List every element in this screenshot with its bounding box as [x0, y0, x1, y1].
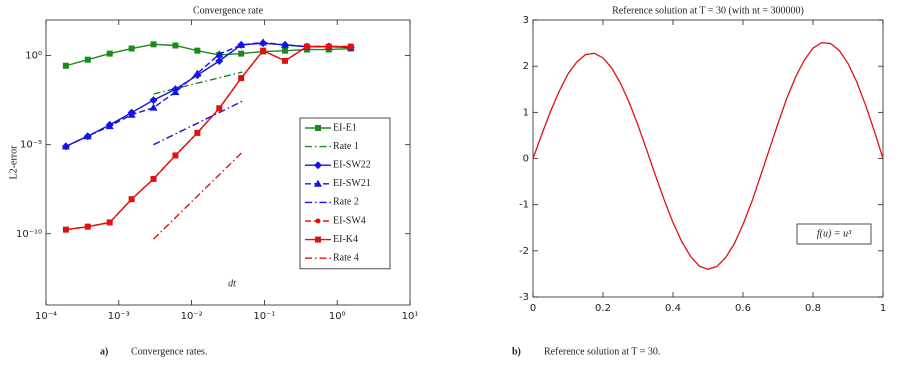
x-axis-label: dt — [228, 278, 236, 289]
x-tick-label: 10⁻² — [181, 311, 203, 322]
x-tick-label: 0 — [530, 303, 536, 314]
marker — [282, 47, 289, 54]
chart-title: Reference solution at T = 30 (with nt = … — [612, 5, 804, 16]
plot-area — [532, 19, 884, 298]
marker — [347, 43, 354, 50]
marker — [215, 50, 224, 58]
x-tick-label: 10⁻⁴ — [35, 311, 57, 322]
legend-label: Rate 2 — [333, 197, 359, 208]
marker — [325, 43, 332, 50]
x-tick-label: 10⁰ — [329, 311, 346, 322]
marker — [282, 57, 289, 64]
marker — [314, 179, 322, 187]
marker — [238, 75, 245, 82]
marker — [259, 38, 268, 46]
legend-label: Rate 1 — [333, 141, 359, 152]
marker — [216, 105, 223, 112]
y-tick-label: 0 — [523, 154, 529, 165]
series-line — [65, 41, 351, 148]
marker — [84, 56, 91, 63]
caption: Reference solution at T = 30. — [544, 346, 660, 357]
marker — [150, 41, 157, 48]
marker — [193, 69, 202, 77]
marker — [215, 56, 224, 65]
legend-label: Rate 4 — [333, 252, 359, 263]
marker — [238, 50, 245, 57]
marker — [83, 132, 92, 140]
y-tick-label: -3 — [519, 292, 529, 303]
marker — [315, 218, 321, 224]
marker — [172, 42, 179, 49]
y-tick-label: 10⁰ — [25, 51, 42, 62]
y-tick-label: 1 — [523, 107, 529, 118]
marker — [303, 43, 310, 50]
y-tick-label: 10⁻⁵ — [20, 140, 42, 151]
x-tick-label: 0.2 — [595, 303, 611, 314]
series-line — [153, 151, 243, 240]
marker — [194, 129, 201, 136]
marker — [62, 226, 69, 233]
marker — [106, 50, 113, 57]
marker — [315, 125, 321, 131]
marker — [194, 47, 201, 54]
x-tick-label: 10⁻¹ — [253, 311, 275, 322]
legend-label: EI-SW22 — [333, 159, 371, 170]
annotation: f(u) = u³ — [817, 228, 852, 239]
series-line — [153, 100, 243, 146]
marker — [84, 223, 91, 230]
marker — [315, 236, 321, 243]
marker — [314, 161, 322, 170]
marker — [105, 122, 114, 130]
y-axis-label: L2-error — [8, 145, 19, 180]
annotation-box — [796, 223, 872, 245]
marker — [106, 219, 113, 226]
series-line — [532, 41, 884, 270]
marker — [150, 175, 157, 182]
marker — [171, 88, 180, 96]
series-line — [153, 71, 243, 95]
x-tick-label: 0.8 — [805, 303, 821, 314]
marker — [127, 110, 136, 118]
marker — [281, 40, 290, 48]
legend-label: EI-K4 — [333, 234, 358, 245]
y-tick-label: 10⁻¹⁰ — [16, 229, 42, 240]
y-tick-label: -1 — [519, 200, 529, 211]
marker — [149, 96, 158, 105]
legend-box — [299, 117, 391, 270]
caption-label: a) — [100, 346, 108, 357]
y-tick-label: 3 — [523, 15, 529, 26]
x-tick-label: 10¹ — [402, 311, 419, 322]
caption-label: b) — [512, 346, 521, 357]
marker — [237, 40, 246, 48]
series-line — [65, 45, 351, 231]
legend-label: EI-SW21 — [333, 178, 371, 189]
marker — [62, 62, 69, 69]
legend-label: EI-SW4 — [333, 215, 366, 226]
marker — [172, 152, 179, 159]
marker — [61, 142, 70, 150]
marker — [128, 45, 135, 52]
x-tick-label: 1 — [880, 303, 886, 314]
marker — [128, 196, 135, 203]
y-tick-label: 2 — [523, 61, 529, 72]
x-tick-label: 0.6 — [735, 303, 751, 314]
marker — [260, 47, 267, 54]
caption: Convergence rates. — [131, 346, 207, 357]
marker — [149, 103, 158, 111]
y-tick-label: -2 — [519, 246, 529, 257]
chart-title: Convergence rate — [193, 5, 264, 16]
legend-label: EI-E1 — [333, 122, 357, 133]
x-tick-label: 10⁻³ — [108, 311, 130, 322]
x-tick-label: 0.4 — [665, 303, 681, 314]
